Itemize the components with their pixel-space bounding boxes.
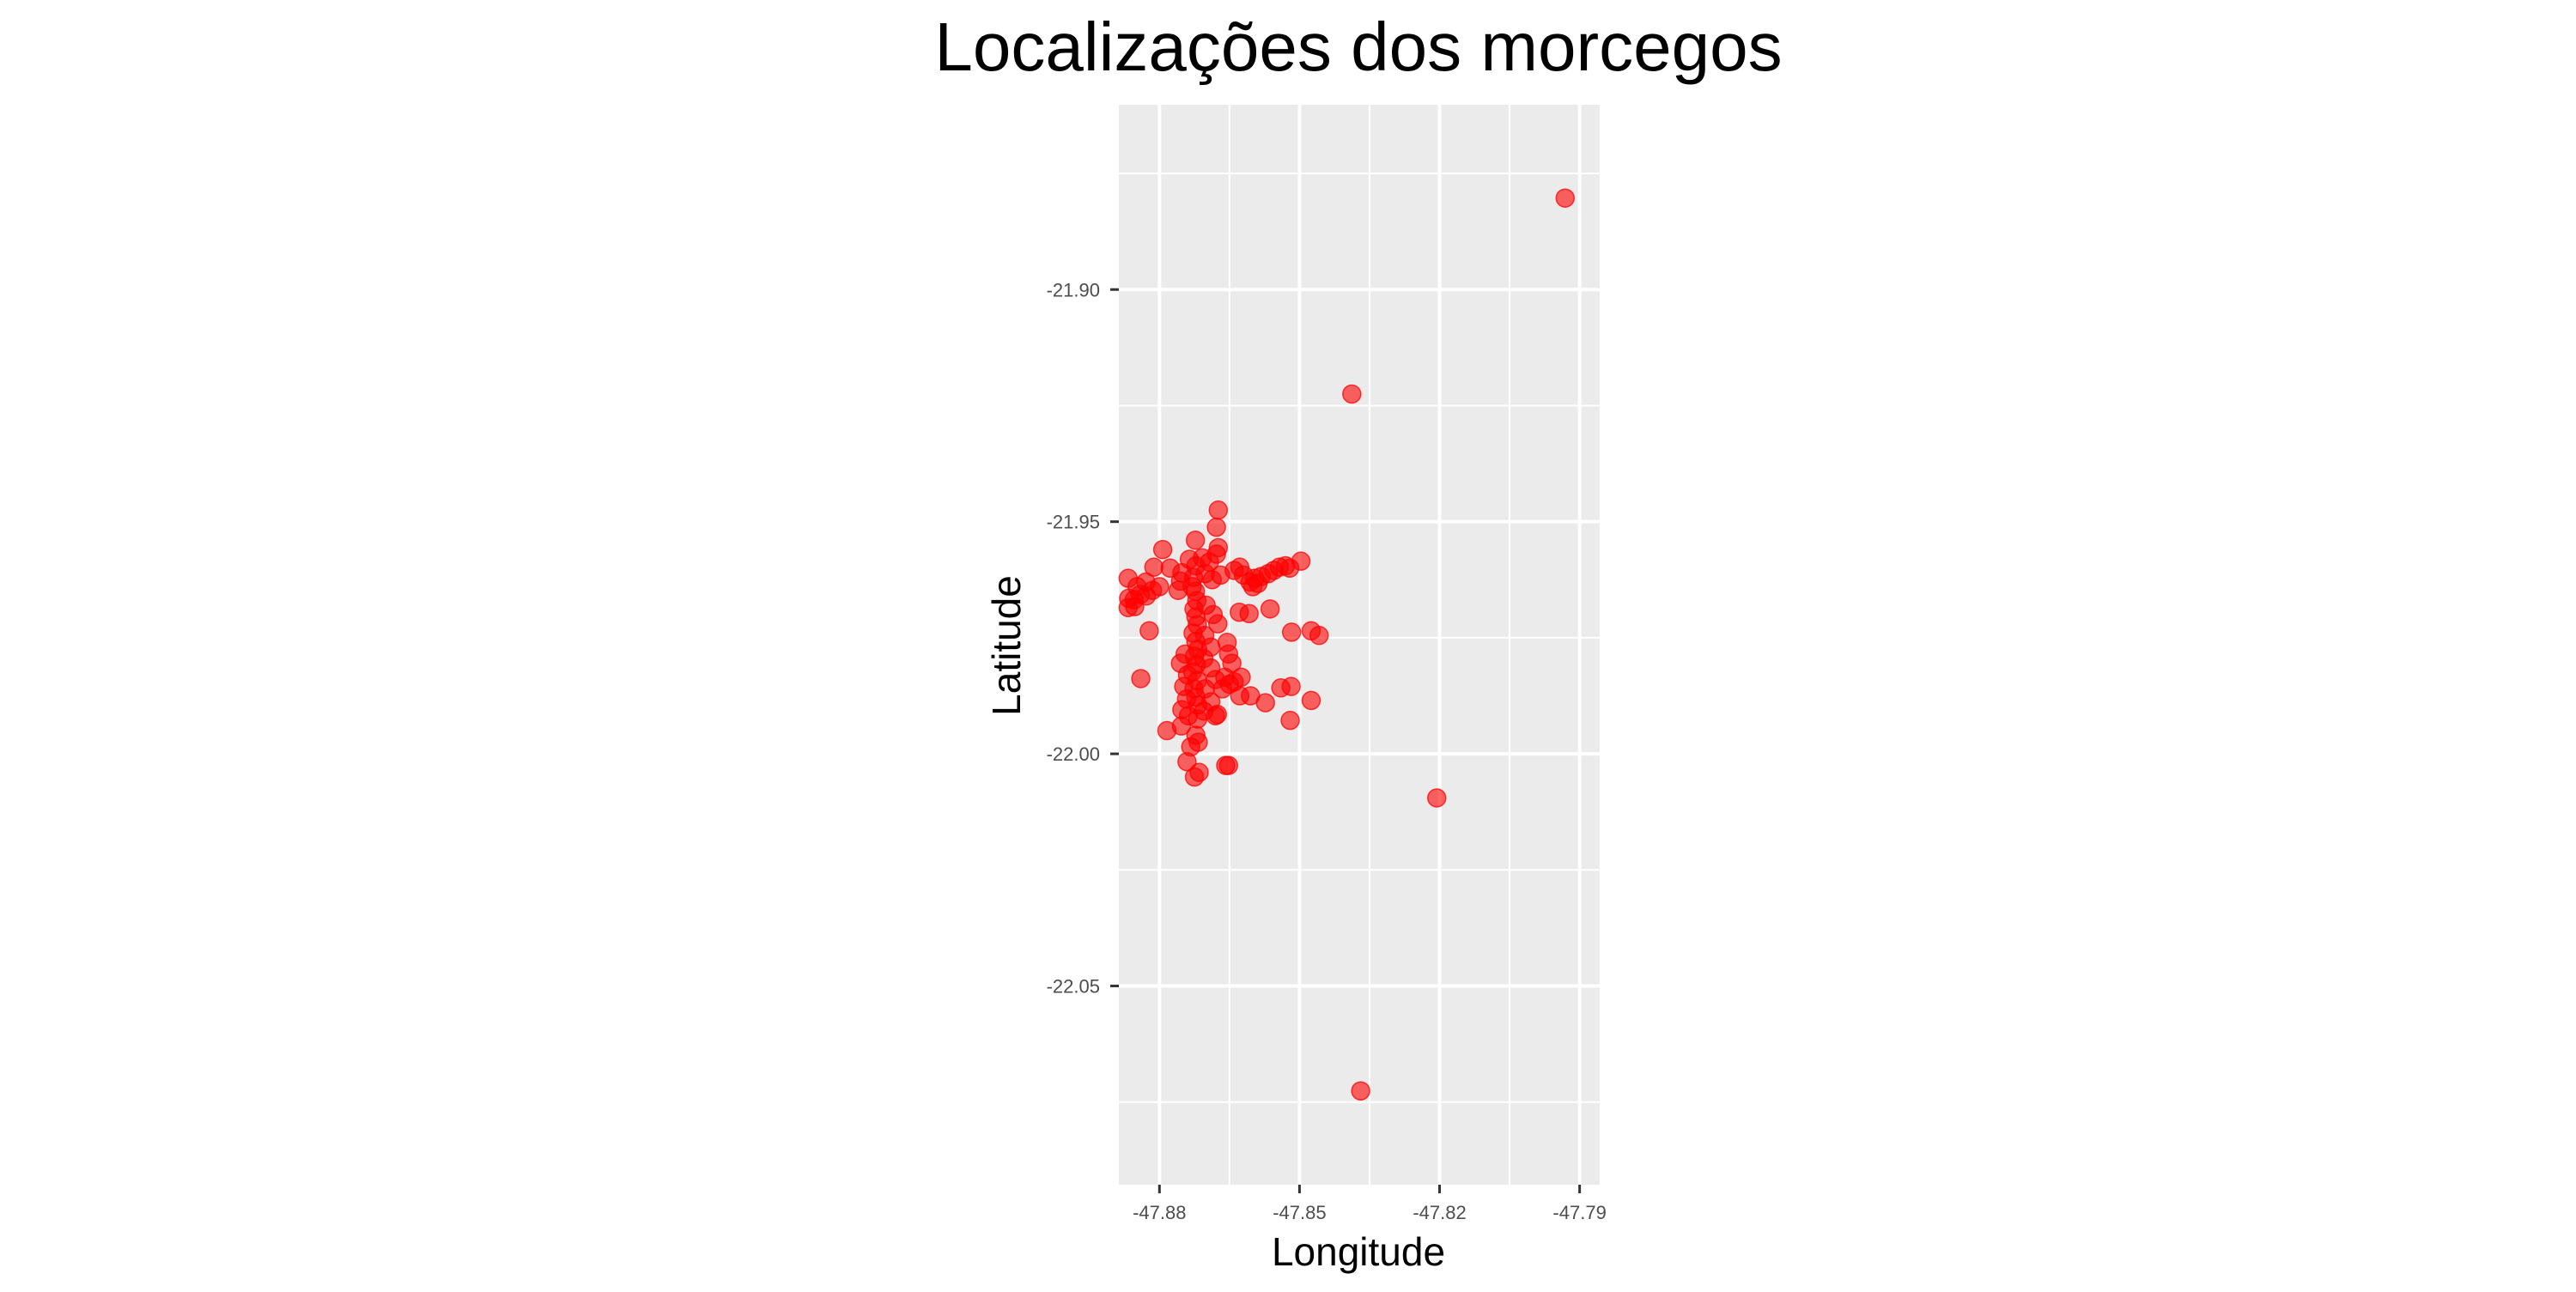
data-point — [1184, 767, 1205, 787]
data-point — [1171, 716, 1192, 736]
y-tick-label: -22.00 — [1047, 743, 1100, 765]
data-point — [1351, 1081, 1370, 1101]
plot-area — [1118, 105, 1600, 1185]
data-point — [1239, 604, 1259, 624]
data-point — [1281, 622, 1302, 642]
x-axis-title: Longitude — [1272, 1229, 1445, 1274]
data-point — [1555, 188, 1576, 208]
data-point — [1218, 755, 1239, 775]
x-tick-label: -47.85 — [1273, 1202, 1326, 1223]
data-point — [1260, 599, 1280, 619]
data-point — [1231, 667, 1251, 688]
data-point — [1222, 653, 1242, 673]
y-tick-label: -21.90 — [1047, 279, 1100, 300]
data-point — [1152, 539, 1173, 560]
data-point — [1150, 577, 1170, 597]
x-tick-label: -47.79 — [1552, 1202, 1606, 1223]
y-axis-title: Latitude — [984, 575, 1029, 716]
y-axis: -21.90 -21.95 -22.00 -22.05 — [1047, 279, 1119, 998]
data-point — [1427, 788, 1447, 808]
data-point — [1230, 557, 1250, 577]
y-tick-label: -22.05 — [1047, 976, 1100, 998]
x-tick-label: -47.82 — [1413, 1202, 1466, 1223]
data-point — [1309, 625, 1329, 646]
data-point — [1185, 531, 1206, 550]
data-point — [1168, 580, 1188, 600]
x-axis: -47.88 -47.85 -47.82 -47.79 — [1133, 1185, 1607, 1223]
data-point — [1208, 500, 1229, 520]
x-tick-label: -47.88 — [1133, 1202, 1186, 1223]
data-point — [1181, 737, 1200, 757]
data-point — [1131, 669, 1151, 688]
data-point — [1208, 614, 1228, 634]
data-point — [1139, 621, 1159, 641]
data-point — [1342, 384, 1362, 404]
data-point — [1301, 690, 1321, 711]
data-point — [1271, 678, 1291, 698]
data-point — [1206, 706, 1225, 725]
data-point — [1280, 710, 1300, 731]
chart-title: Localizações dos morcegos — [934, 9, 1782, 85]
data-point — [1217, 633, 1237, 652]
data-point — [1206, 517, 1226, 537]
y-tick-label: -21.95 — [1047, 512, 1100, 533]
data-point — [1125, 597, 1145, 616]
data-point — [1248, 573, 1268, 593]
data-point — [1291, 551, 1311, 571]
